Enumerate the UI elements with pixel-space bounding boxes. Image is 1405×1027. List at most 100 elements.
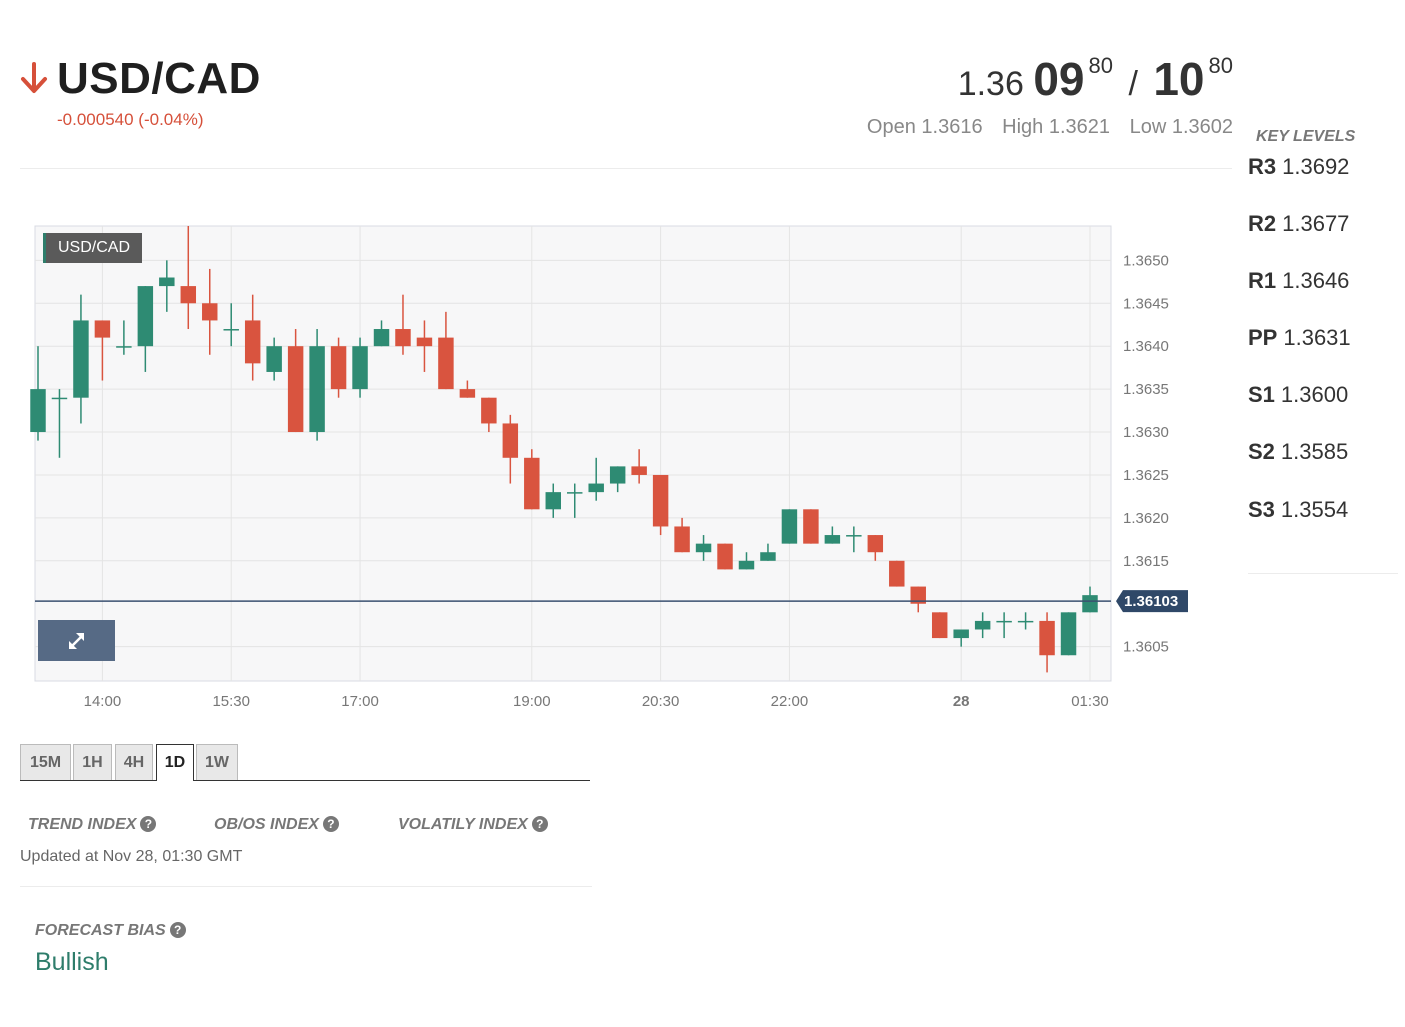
help-icon[interactable]: ? bbox=[322, 816, 339, 832]
key-level-value: 1.3600 bbox=[1280, 382, 1349, 407]
candle-body bbox=[202, 303, 218, 321]
x-tick-label: 28 bbox=[953, 693, 970, 710]
candle-body bbox=[416, 337, 433, 347]
help-icon[interactable]: ? bbox=[531, 816, 548, 832]
x-tick-label: 01:30 bbox=[1071, 693, 1109, 710]
candle-body bbox=[609, 466, 626, 484]
obos-index: OB/OS INDEX? bbox=[214, 816, 339, 834]
bid-ask-quote: 1.36 09 80 / 10 80 bbox=[958, 52, 1233, 106]
trend-index-label: TREND INDEX bbox=[28, 816, 137, 833]
y-tick-label: 1.3640 bbox=[1123, 338, 1169, 355]
candle-body bbox=[824, 535, 841, 544]
candle-body bbox=[867, 535, 884, 553]
candle-body bbox=[652, 474, 669, 527]
candle-body bbox=[674, 526, 690, 553]
key-level-value: 1.3646 bbox=[1282, 268, 1350, 293]
key-level-label: R1 bbox=[1248, 268, 1277, 293]
candle-body bbox=[910, 586, 926, 604]
x-tick-label: 22:00 bbox=[771, 693, 809, 710]
open-value: Open 1.3616 bbox=[866, 116, 983, 138]
tab-1w[interactable]: 1W bbox=[196, 744, 238, 780]
y-tick-label: 1.3615 bbox=[1123, 553, 1169, 570]
help-icon[interactable]: ? bbox=[169, 922, 186, 938]
candle-body bbox=[588, 483, 604, 493]
candle-body bbox=[30, 389, 46, 433]
candle-body bbox=[352, 346, 368, 390]
quote-separator: / bbox=[1128, 65, 1138, 103]
candle-body bbox=[94, 320, 111, 338]
help-icon[interactable]: ? bbox=[140, 816, 157, 832]
y-tick-label: 1.3625 bbox=[1123, 467, 1169, 484]
key-level-label: S3 bbox=[1248, 497, 1275, 522]
candle-body bbox=[481, 397, 497, 424]
open-high-low: Open 1.3616 High 1.3621 Low 1.3602 bbox=[853, 116, 1233, 139]
key-level-pp: PP 1.3631 bbox=[1248, 325, 1351, 351]
low-value: Low 1.3602 bbox=[1129, 116, 1233, 138]
candle-body bbox=[1017, 620, 1034, 623]
candle-body bbox=[717, 543, 733, 570]
candle-body bbox=[287, 346, 304, 433]
key-level-value: 1.3554 bbox=[1280, 497, 1349, 522]
candle-body bbox=[459, 389, 476, 398]
candle-body bbox=[438, 337, 454, 390]
candle-body bbox=[524, 457, 540, 510]
tab-15m[interactable]: 15M bbox=[20, 744, 71, 780]
y-tick-label: 1.3605 bbox=[1123, 639, 1169, 656]
forecast-bias-label: FORECAST BIAS bbox=[35, 922, 166, 939]
candle-body bbox=[244, 320, 261, 364]
candle-body bbox=[996, 620, 1012, 623]
trend-index: TREND INDEX? bbox=[28, 816, 157, 834]
bid-prefix: 1.36 bbox=[957, 65, 1024, 103]
candle-body bbox=[116, 346, 132, 348]
key-level-r1: R1 1.3646 bbox=[1248, 268, 1349, 294]
plot-area bbox=[34, 225, 1112, 682]
key-level-r3: R3 1.3692 bbox=[1248, 154, 1349, 180]
candle-body bbox=[695, 543, 712, 553]
candle-body bbox=[931, 612, 948, 639]
candle-body bbox=[1082, 595, 1098, 613]
candle-body bbox=[974, 620, 991, 630]
y-tick-label: 1.3645 bbox=[1123, 295, 1169, 312]
key-level-s1: S1 1.3600 bbox=[1248, 382, 1348, 408]
x-tick-label: 17:00 bbox=[341, 693, 379, 710]
key-level-s2: S2 1.3585 bbox=[1248, 439, 1348, 465]
expand-chart-button[interactable] bbox=[38, 620, 115, 661]
expand-icon bbox=[69, 633, 84, 649]
candle-body bbox=[180, 286, 197, 304]
arrow-down-icon bbox=[21, 62, 47, 93]
obos-index-label: OB/OS INDEX bbox=[214, 816, 319, 833]
key-level-label: R2 bbox=[1248, 211, 1277, 236]
key-level-label: PP bbox=[1248, 325, 1278, 350]
forecast-bias: FORECAST BIAS? bbox=[35, 922, 186, 940]
key-level-value: 1.3692 bbox=[1282, 154, 1350, 179]
tab-1d[interactable]: 1D bbox=[156, 744, 194, 781]
candle-body bbox=[567, 492, 583, 494]
candle-body bbox=[760, 552, 776, 561]
key-level-label: S2 bbox=[1248, 439, 1275, 464]
forecast-bias-value: Bullish bbox=[35, 948, 109, 976]
timeframe-tabs: 15M 1H 4H 1D 1W bbox=[20, 744, 590, 781]
updated-timestamp: Updated at Nov 28, 01:30 GMT bbox=[20, 848, 243, 865]
ask-pip: 80 bbox=[1208, 53, 1233, 78]
tab-4h[interactable]: 4H bbox=[115, 744, 153, 780]
candle-body bbox=[266, 346, 282, 372]
candle-body bbox=[395, 329, 411, 347]
candle-body bbox=[545, 492, 561, 510]
y-tick-label: 1.3635 bbox=[1123, 381, 1169, 398]
chart-symbol-label: USD/CAD bbox=[43, 233, 143, 263]
candle-body bbox=[51, 397, 68, 400]
tab-1h[interactable]: 1H bbox=[73, 744, 112, 780]
x-tick-label: 14:00 bbox=[84, 693, 122, 710]
key-level-s3: S3 1.3554 bbox=[1248, 497, 1348, 523]
bid-main: 09 bbox=[1033, 53, 1085, 105]
candlestick-chart[interactable]: 1.3650 1.3645 1.3640 1.3635 1.3630 1.3625 1.36… bbox=[0, 200, 1210, 730]
x-tick-label: 15:30 bbox=[212, 693, 250, 710]
candle-body bbox=[781, 509, 798, 544]
candle-body bbox=[953, 629, 969, 639]
key-level-label: R3 bbox=[1248, 154, 1277, 179]
candle-body bbox=[373, 329, 390, 347]
current-price-label: 1.36103 bbox=[1124, 593, 1178, 610]
x-tick-label: 20:30 bbox=[642, 693, 680, 710]
key-level-r2: R2 1.3677 bbox=[1248, 211, 1349, 237]
key-level-value: 1.3631 bbox=[1283, 325, 1351, 350]
